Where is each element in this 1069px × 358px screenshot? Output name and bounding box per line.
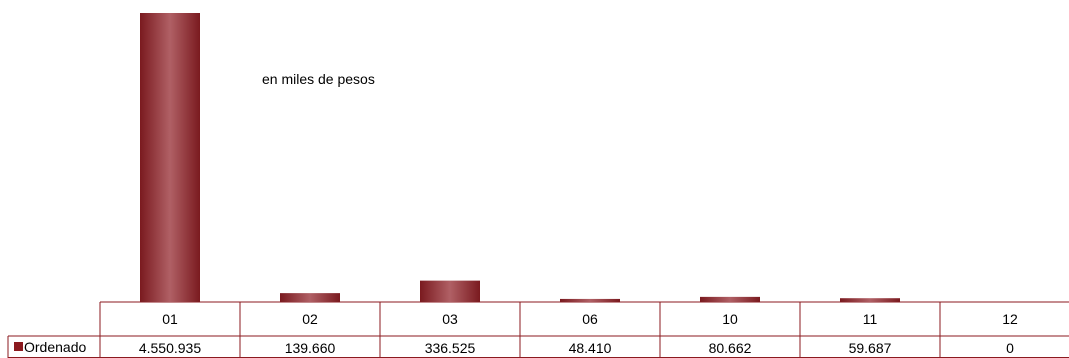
x-tick-label: 10 [722, 311, 738, 327]
data-label: 80.662 [709, 340, 752, 356]
data-label: 4.550.935 [139, 340, 201, 356]
x-tick-label: 11 [863, 311, 878, 327]
bar-10 [700, 296, 760, 302]
data-label: 336.525 [425, 340, 476, 356]
legend-label: Ordenado [24, 339, 86, 355]
data-label: 48.410 [569, 340, 612, 356]
x-tick-label: 12 [1002, 311, 1018, 327]
x-tick-label: 02 [302, 311, 318, 327]
bar-03 [420, 280, 480, 302]
bar-06 [560, 298, 620, 302]
data-label: 0 [1006, 340, 1014, 356]
data-label: 59.687 [849, 340, 892, 356]
x-tick-label: 06 [582, 311, 598, 327]
data-table: 01 4.550.935 02 139.660 03 336.525 06 48.410 10 8… [7, 301, 1069, 358]
unit-note: en miles de pesos [262, 71, 375, 87]
legend-swatch [14, 342, 23, 351]
bar-02 [280, 293, 340, 302]
x-tick-label: 01 [162, 311, 178, 327]
bar-group [140, 13, 900, 302]
bar-11 [840, 298, 900, 302]
data-label: 139.660 [285, 340, 336, 356]
bar-01 [140, 13, 200, 302]
x-tick-label: 03 [442, 311, 458, 327]
